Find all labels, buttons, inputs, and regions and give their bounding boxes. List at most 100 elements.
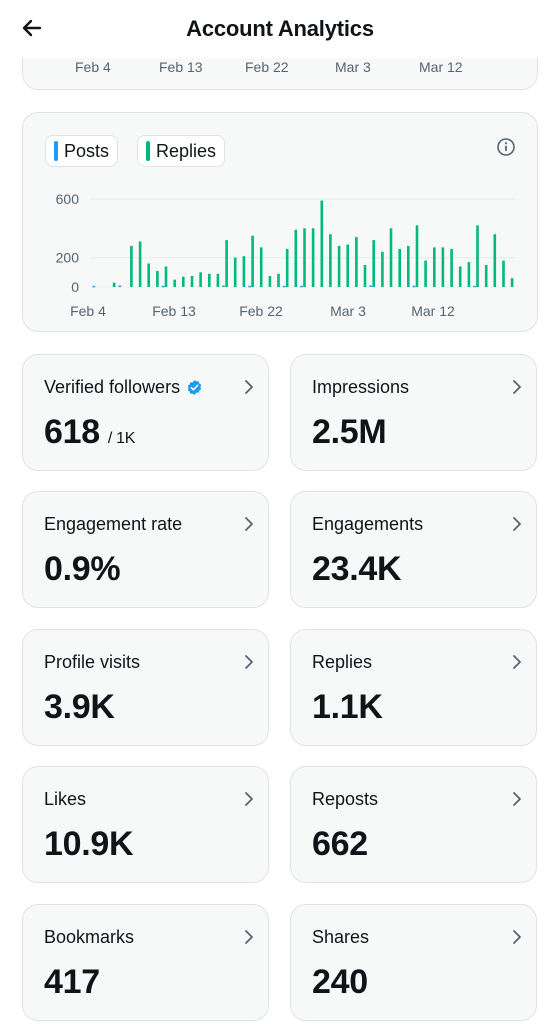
posts-bar	[92, 285, 96, 288]
replies-bar	[363, 265, 367, 287]
y-tick-label: 200	[56, 250, 80, 266]
stat-card-replies[interactable]: Replies 1.1K	[290, 629, 537, 746]
stat-value: 2.5M	[312, 413, 387, 451]
x-tick-label: Feb 22	[245, 59, 289, 75]
stat-value-wrapper: 618 / 1K	[44, 413, 135, 452]
replies-bar	[502, 260, 505, 287]
chevron-right-icon	[513, 792, 521, 806]
posts-bar	[300, 285, 303, 288]
posts-bar	[473, 285, 476, 288]
replies-bar	[389, 228, 393, 287]
legend-replies-label: Replies	[156, 140, 217, 161]
replies-bar	[112, 282, 116, 287]
stat-value: 1.1K	[312, 688, 383, 726]
replies-bar	[242, 256, 246, 287]
replies-bar	[208, 273, 211, 287]
replies-bar	[130, 245, 133, 287]
y-tick-label: 600	[56, 191, 80, 207]
chevron-right-icon	[245, 380, 253, 394]
stat-card-verified-followers[interactable]: Verified followers 618 / 1K	[22, 354, 269, 471]
replies-bar	[199, 272, 202, 287]
x-tick-label: Mar 12	[419, 59, 463, 75]
replies-bar	[320, 200, 324, 287]
replies-bar	[458, 266, 462, 287]
replies-bar	[277, 273, 280, 287]
stat-card-profile-visits[interactable]: Profile visits 3.9K	[22, 629, 269, 746]
replies-bar	[190, 276, 194, 287]
info-icon[interactable]	[495, 136, 517, 158]
replies-bar	[268, 276, 272, 287]
chevron-right-icon	[513, 930, 521, 944]
back-arrow-icon	[22, 19, 42, 37]
activity-chart-card: Posts Replies 600 200 0 Feb 4 Feb 13 Feb 22 Ma…	[22, 112, 538, 332]
stat-goal: / 1K	[107, 430, 136, 447]
stat-value: 3.9K	[44, 688, 115, 726]
stat-value: 618	[44, 413, 100, 451]
x-tick-label: Mar 12	[411, 303, 455, 319]
legend-posts[interactable]: Posts	[45, 135, 119, 167]
legend-replies[interactable]: Replies	[137, 135, 226, 167]
replies-bar	[398, 248, 401, 287]
replies-bar	[346, 244, 349, 287]
replies-bar	[355, 237, 358, 287]
replies-bar	[182, 276, 185, 287]
posts-bar	[161, 285, 165, 288]
stat-label-wrapper: Verified followers	[44, 377, 203, 398]
replies-bar	[467, 262, 471, 287]
posts-color-swatch	[54, 141, 58, 161]
chevron-right-icon	[513, 655, 521, 669]
replies-bar	[216, 273, 220, 287]
stat-label: Impressions	[312, 377, 410, 397]
stat-value: 240	[312, 963, 368, 1001]
posts-bar	[369, 285, 372, 287]
x-tick-label: Mar 3	[330, 303, 366, 319]
stat-label: Likes	[44, 789, 87, 809]
chevron-right-icon	[245, 517, 253, 531]
replies-bar	[259, 247, 263, 287]
posts-bar	[412, 285, 416, 288]
x-tick-label: Feb 13	[152, 303, 196, 319]
replies-bar	[225, 240, 228, 287]
replies-bar	[441, 247, 445, 287]
stat-card-engagement-rate[interactable]: Engagement rate 0.9%	[22, 491, 269, 608]
app-header: Account Analytics	[0, 0, 560, 58]
chevron-right-icon	[245, 930, 253, 944]
x-tick-label: Feb 22	[239, 303, 283, 319]
replies-bar	[164, 266, 168, 287]
posts-bar	[282, 285, 286, 288]
stat-card-likes[interactable]: Likes 10.9K	[22, 766, 269, 883]
y-tick-label: 0	[71, 279, 79, 295]
x-tick-label: Mar 3	[335, 59, 371, 75]
replies-bar	[450, 248, 453, 287]
previous-chart-x-axis: Feb 4 Feb 13 Feb 22 Mar 3 Mar 12	[23, 59, 537, 77]
stat-card-engagements[interactable]: Engagements 23.4K	[290, 491, 537, 608]
stat-label: Verified followers	[44, 377, 181, 397]
replies-bar	[329, 234, 332, 287]
replies-bar	[415, 225, 419, 287]
stat-card-bookmarks[interactable]: Bookmarks 417	[22, 904, 269, 1021]
activity-chart: 600 200 0 Feb 4 Feb 13 Feb 22 Mar 3 Mar 12	[56, 191, 515, 319]
replies-bar	[285, 248, 289, 287]
stat-label: Engagement rate	[44, 514, 183, 534]
replies-color-swatch	[146, 141, 150, 161]
stat-card-reposts[interactable]: Reposts 662	[290, 766, 537, 883]
replies-bar	[424, 260, 427, 287]
stat-card-shares[interactable]: Shares 240	[290, 904, 537, 1021]
stat-value: 0.9%	[44, 550, 121, 588]
posts-bar	[222, 285, 225, 287]
stat-value: 10.9K	[44, 825, 134, 863]
posts-bar	[118, 285, 122, 287]
back-button[interactable]	[14, 10, 50, 46]
replies-bar	[372, 240, 375, 287]
chevron-right-icon	[513, 380, 521, 394]
verified-badge-icon	[187, 380, 202, 395]
replies-bar	[156, 270, 159, 287]
stat-card-impressions[interactable]: Impressions 2.5M	[290, 354, 537, 471]
chevron-right-icon	[513, 517, 521, 531]
page-title: Account Analytics	[186, 16, 374, 41]
x-tick-label: Feb 4	[70, 303, 106, 319]
stat-value: 417	[44, 963, 100, 1001]
replies-bar	[510, 278, 514, 287]
replies-bar	[147, 263, 150, 287]
legend-posts-label: Posts	[64, 140, 110, 161]
